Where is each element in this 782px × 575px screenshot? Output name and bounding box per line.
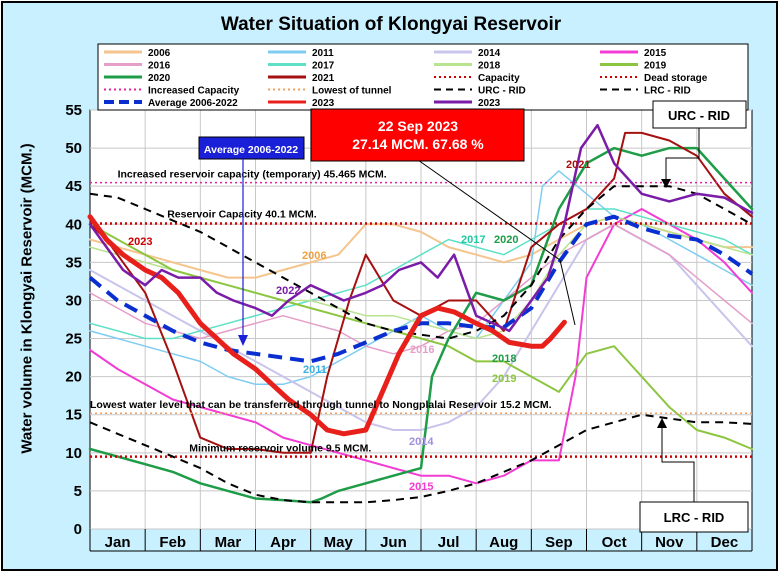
legend-label: LRC - RID bbox=[644, 86, 691, 97]
x-tick-label: Feb bbox=[159, 534, 186, 551]
annotations: Increased reservoir capacity (temporary)… bbox=[90, 100, 749, 533]
year-label: 2022 bbox=[276, 285, 300, 297]
urc-leader bbox=[665, 128, 700, 182]
series-2020 bbox=[88, 146, 754, 504]
x-axis: Jan Feb Mar Apr May Jun Jul Aug Sep Oct Nov Dec bbox=[89, 529, 753, 552]
lrc-leader bbox=[661, 425, 695, 502]
urc-label: URC - RID bbox=[668, 108, 730, 123]
year-label: 2021 bbox=[566, 159, 590, 171]
legend-label: 2016 bbox=[148, 61, 171, 72]
year-label: 2018 bbox=[492, 353, 516, 365]
average-label: Average 2006-2022 bbox=[204, 144, 298, 156]
series-2021 bbox=[89, 131, 753, 454]
reference-label: Minimum reservoir volume 9.5 MCM. bbox=[189, 443, 371, 455]
legend-label: Lowest of tunnel bbox=[312, 86, 392, 97]
year-label: 2017 bbox=[461, 234, 485, 246]
legend-label: 2023 bbox=[478, 98, 501, 109]
year-label: 2019 bbox=[492, 373, 516, 385]
x-tick-label: Dec bbox=[711, 534, 739, 551]
y-tick-label: 35 bbox=[65, 254, 82, 271]
year-label: 2006 bbox=[302, 250, 326, 262]
x-tick-label: Jan bbox=[105, 534, 131, 551]
legend-label: 2023 bbox=[312, 98, 335, 109]
legend-label: Capacity bbox=[478, 73, 520, 84]
y-tick-label: 40 bbox=[65, 216, 82, 233]
series-urc-rid bbox=[89, 185, 753, 340]
x-tick-label: Aug bbox=[489, 534, 518, 551]
year-label: 2011 bbox=[303, 364, 327, 376]
lrc-arrowhead bbox=[657, 418, 667, 428]
x-tick-label: May bbox=[324, 534, 354, 551]
legend-label: Increased Capacity bbox=[148, 86, 240, 97]
legend-label: 2018 bbox=[478, 61, 501, 72]
y-tick-label: 10 bbox=[65, 445, 82, 462]
legend-box bbox=[97, 43, 749, 111]
y-tick-label: 45 bbox=[65, 178, 82, 195]
legend-label: 2020 bbox=[148, 73, 171, 84]
series-2016 bbox=[89, 223, 753, 355]
y-tick-label: 25 bbox=[65, 331, 82, 348]
reference-label: Reservoir Capacity 40.1 MCM. bbox=[167, 209, 316, 221]
x-tick-label: Jul bbox=[438, 534, 460, 551]
average-arrowhead bbox=[238, 335, 248, 346]
legend-label: 2019 bbox=[644, 61, 667, 72]
legend-label: 2017 bbox=[312, 61, 335, 72]
x-tick-label: Mar bbox=[215, 534, 242, 551]
series-2017 bbox=[89, 208, 753, 340]
y-tick-label: 5 bbox=[74, 483, 82, 500]
x-tick-label: Nov bbox=[655, 534, 684, 551]
series-lrc-rid bbox=[89, 413, 753, 504]
legend-label: 2011 bbox=[312, 48, 334, 59]
callout-leader bbox=[559, 259, 576, 326]
callout-box bbox=[310, 108, 525, 162]
urc-box bbox=[652, 100, 747, 129]
y-tick-label: 15 bbox=[65, 407, 82, 424]
legend-label: 2006 bbox=[148, 48, 171, 59]
callout-value: 27.14 MCM. 67.68 % bbox=[352, 136, 484, 152]
urc-arrowhead bbox=[661, 179, 671, 188]
x-tick-label: Oct bbox=[602, 534, 627, 551]
x-tick-label: Apr bbox=[270, 534, 296, 551]
x-tick-label: Jun bbox=[380, 534, 407, 551]
legend-label: Average 2006-2022 bbox=[148, 98, 238, 109]
series-2023-red- bbox=[87, 214, 567, 437]
series-2015 bbox=[89, 208, 753, 485]
lrc-label: LRC - RID bbox=[664, 510, 725, 525]
y-tick-label: 50 bbox=[65, 140, 82, 157]
y-tick-label: 55 bbox=[65, 102, 82, 119]
y-tick-label: 20 bbox=[65, 369, 82, 386]
chart-title: Water Situation of Klongyai Reservoir bbox=[220, 14, 562, 35]
y-tick-label: 0 bbox=[74, 521, 82, 538]
legend-label: Dead storage bbox=[644, 73, 708, 84]
year-label: 2014 bbox=[409, 436, 434, 448]
series-2023-purple- bbox=[88, 123, 754, 333]
y-axis: 0 5 10 15 20 25 30 35 40 45 50 55 bbox=[65, 102, 82, 538]
year-label: 2023 bbox=[128, 236, 152, 248]
series-lines bbox=[87, 123, 754, 504]
x-tick-label: Sep bbox=[545, 534, 573, 551]
average-box bbox=[198, 136, 305, 160]
y-tick-label: 30 bbox=[65, 292, 82, 309]
year-label: 2020 bbox=[494, 234, 518, 246]
reference-label: Increased reservoir capacity (temporary)… bbox=[118, 169, 387, 181]
legend-label: 2015 bbox=[644, 48, 667, 59]
callout-leader bbox=[417, 159, 561, 261]
reference-label: Lowest water level that can be transferr… bbox=[90, 399, 552, 411]
legend: 2006 2011 2014 2015 2016 2017 2018 2019 2020 2021… bbox=[97, 43, 749, 111]
year-label: 2016 bbox=[410, 344, 434, 356]
series-average-2006-2022 bbox=[88, 214, 754, 364]
year-label: 2015 bbox=[409, 481, 433, 493]
legend-label: 2014 bbox=[478, 48, 501, 59]
legend-label: 2021 bbox=[312, 73, 335, 84]
legend-label: URC - RID bbox=[478, 86, 526, 97]
callout-date: 22 Sep 2023 bbox=[378, 118, 458, 134]
